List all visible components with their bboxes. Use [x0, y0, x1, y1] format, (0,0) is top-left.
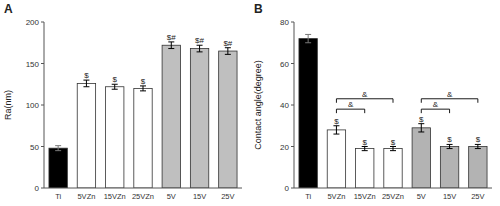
annotation: $ — [141, 77, 146, 86]
y-axis-label: Contact angle(degree) — [253, 60, 263, 150]
bracket — [336, 99, 393, 103]
y-axis — [294, 22, 295, 188]
annotation: $ — [334, 117, 339, 126]
bracket — [336, 109, 364, 113]
bar — [162, 45, 180, 188]
error-bar — [83, 80, 89, 87]
panel-title: A — [4, 2, 13, 16]
y-tick-label: 60 — [280, 60, 289, 69]
bar — [412, 128, 430, 188]
error-bar — [418, 124, 424, 132]
x-tick-label: 15VZn — [104, 192, 126, 201]
annotation: $# — [167, 33, 176, 42]
bar — [299, 39, 317, 188]
error-bar — [333, 126, 339, 134]
x-tick-label: Ti — [55, 192, 61, 201]
y-tick-label: 0 — [285, 184, 290, 193]
panel: B 0 20 40 60 80 Contact angle(degree) Ti 5VZn 15V… — [253, 2, 492, 201]
x-tick-label: 5VZn — [327, 192, 345, 201]
page: {"chart_data": [ {"type": "bar", "title"… — [0, 0, 500, 206]
annotation: $ — [476, 135, 481, 144]
x-tick-label: 15V — [443, 192, 456, 201]
x-axis — [294, 188, 492, 189]
annotation: $ — [391, 138, 396, 147]
panel: A 0 50 100 150 200 Ra(nm) Ti 5VZn 15VZn 25VZn 5V 15V… — [3, 2, 242, 201]
x-tick-label: 5V — [167, 192, 176, 201]
error-bar — [197, 45, 203, 52]
x-tick-label: Ti — [305, 192, 311, 201]
x-tick-label: 15V — [193, 192, 206, 201]
error-bar — [390, 147, 396, 151]
panel-title: B — [254, 2, 263, 16]
bar — [327, 130, 345, 188]
bar — [356, 149, 374, 188]
y-tick-label: 100 — [26, 101, 40, 110]
bracket-label: & — [433, 100, 439, 109]
figure: A050100150200Ra(nm)Ti5VZn15VZn25VZn5V15V… — [0, 0, 500, 206]
marks — [49, 42, 237, 188]
x-tick-label: 5V — [417, 192, 426, 201]
y-tick-label: 200 — [26, 18, 40, 27]
error-bar — [475, 144, 481, 148]
bar — [106, 87, 124, 188]
x-tick-label: 25V — [471, 192, 484, 201]
bracket-label: & — [362, 90, 368, 99]
error-bar — [140, 86, 146, 91]
annotation: $ — [362, 138, 367, 147]
bar — [440, 147, 458, 189]
marks — [299, 34, 487, 188]
y-axis-label: Ra(nm) — [3, 90, 13, 120]
annotation: $ — [84, 71, 89, 80]
bar — [49, 148, 67, 188]
bar — [384, 149, 402, 188]
bar — [77, 83, 95, 188]
error-bar — [225, 48, 231, 55]
y-axis — [44, 22, 45, 188]
x-tick-label: 15VZn — [354, 192, 376, 201]
x-tick-label: 25V — [221, 192, 234, 201]
y-tick-label: 50 — [30, 143, 39, 152]
annotation: $# — [223, 39, 232, 48]
bar — [219, 51, 237, 188]
error-bar — [362, 147, 368, 151]
annotation: $ — [112, 75, 117, 84]
annotation: $ — [447, 135, 452, 144]
bracket — [421, 109, 449, 113]
bracket-label: & — [447, 90, 453, 99]
error-bar — [447, 144, 453, 148]
x-tick-label: 5VZn — [77, 192, 95, 201]
bar — [190, 49, 208, 188]
annotation: $# — [195, 36, 204, 45]
y-tick-label: 40 — [280, 101, 289, 110]
error-bar — [112, 84, 118, 89]
error-bar — [168, 42, 174, 49]
error-bar — [55, 146, 61, 151]
bar — [469, 147, 487, 189]
x-tick-label: 25VZn — [132, 192, 154, 201]
y-tick-label: 20 — [280, 143, 289, 152]
x-axis — [44, 188, 242, 189]
y-tick-label: 150 — [26, 60, 40, 69]
bracket — [421, 99, 478, 103]
y-tick-label: 80 — [280, 18, 289, 27]
bracket-label: & — [348, 100, 354, 109]
y-tick-label: 0 — [35, 184, 40, 193]
error-bar — [305, 34, 311, 42]
bar — [134, 88, 152, 188]
annotation: $ — [419, 115, 424, 124]
x-tick-label: 25VZn — [382, 192, 404, 201]
